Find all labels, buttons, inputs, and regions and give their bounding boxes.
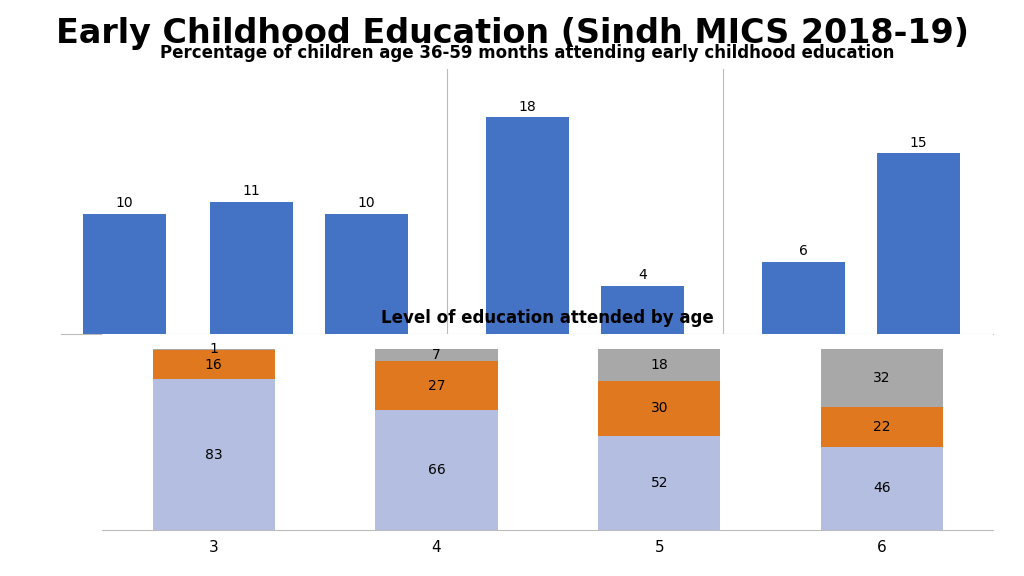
Text: 18: 18 xyxy=(650,358,668,372)
Text: 7: 7 xyxy=(432,348,441,362)
Bar xyxy=(601,286,684,334)
Text: 22: 22 xyxy=(873,419,891,434)
Text: 83: 83 xyxy=(205,448,222,462)
Text: 10: 10 xyxy=(357,196,375,210)
Text: 1: 1 xyxy=(209,343,218,357)
Bar xyxy=(820,348,943,407)
Bar xyxy=(598,435,721,530)
Text: 30: 30 xyxy=(650,401,668,415)
Bar xyxy=(83,214,166,334)
Title: Percentage of children age 36-59 months attending early childhood education: Percentage of children age 36-59 months … xyxy=(160,44,895,62)
Text: 46: 46 xyxy=(873,481,891,495)
Bar xyxy=(820,407,943,446)
Bar xyxy=(210,202,293,334)
Text: 11: 11 xyxy=(243,184,260,198)
Text: 15: 15 xyxy=(909,136,928,150)
Text: Early Childhood Education (Sindh MICS 2018-19): Early Childhood Education (Sindh MICS 20… xyxy=(55,17,969,50)
Text: 16: 16 xyxy=(205,358,222,372)
Text: 4: 4 xyxy=(638,268,647,282)
Bar xyxy=(375,361,498,410)
Text: Total: Total xyxy=(109,388,141,402)
Bar xyxy=(762,262,845,334)
Text: 18: 18 xyxy=(518,100,537,113)
Bar xyxy=(153,350,275,380)
Bar xyxy=(153,348,275,350)
Bar xyxy=(486,118,568,334)
Bar xyxy=(153,380,275,530)
Text: 32: 32 xyxy=(873,370,891,385)
Bar xyxy=(878,153,959,334)
Text: Area: Area xyxy=(568,388,601,402)
Text: 52: 52 xyxy=(650,476,668,490)
Text: Age: Age xyxy=(848,388,874,402)
Text: 27: 27 xyxy=(428,379,445,393)
Bar xyxy=(325,214,408,334)
Text: Sex: Sex xyxy=(296,388,322,402)
Bar xyxy=(375,410,498,530)
Title: Level of education attended by age: Level of education attended by age xyxy=(382,309,714,327)
Bar xyxy=(820,446,943,530)
Text: 10: 10 xyxy=(116,196,133,210)
Bar xyxy=(375,348,498,361)
Text: 66: 66 xyxy=(428,463,445,477)
Bar xyxy=(598,381,721,435)
Bar xyxy=(598,348,721,381)
Text: 6: 6 xyxy=(799,244,808,258)
